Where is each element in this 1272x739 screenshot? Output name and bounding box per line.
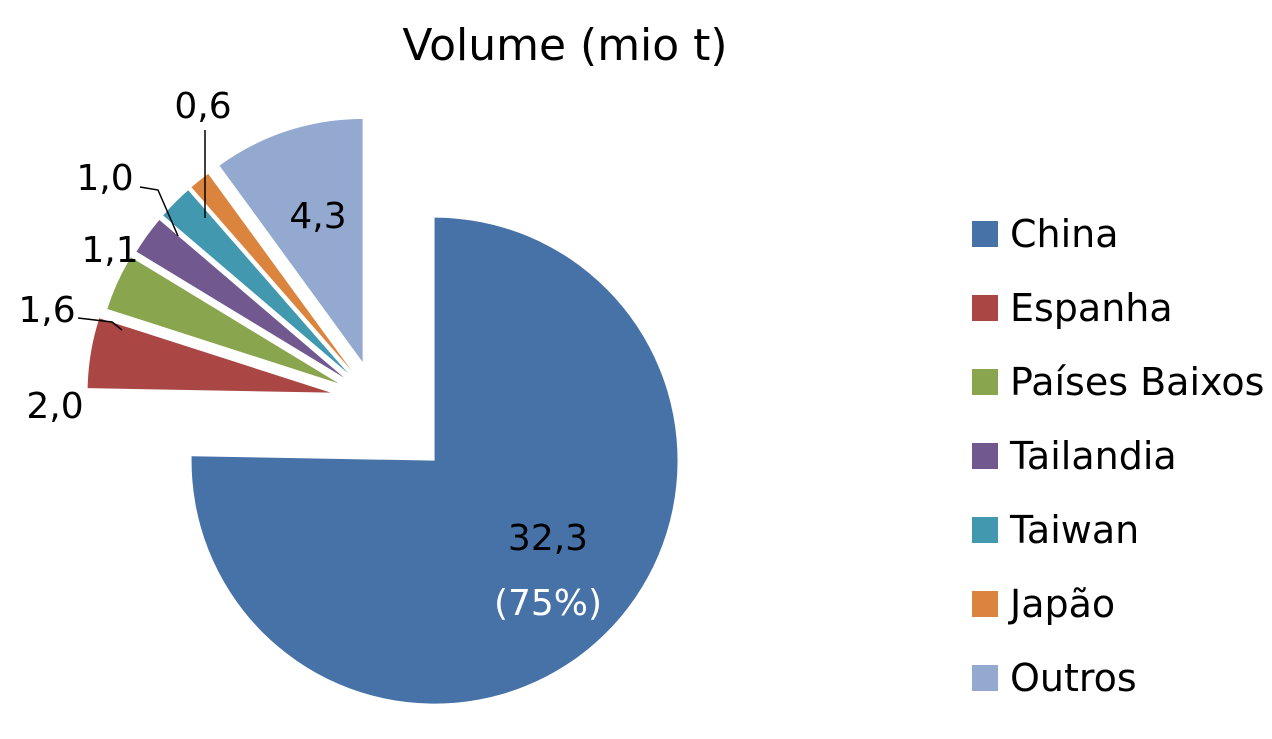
data-label: 4,3 [289, 196, 346, 237]
legend-swatch [972, 591, 998, 617]
legend-swatch [972, 443, 998, 469]
legend-label: Taiwan [1009, 508, 1139, 552]
pie-slice-tailandia [136, 219, 345, 378]
pie-slice-outros [219, 118, 363, 362]
data-sublabel: (75%) [494, 583, 602, 624]
legend-swatch [972, 295, 998, 321]
leader-line [139, 186, 179, 237]
pie-slice-países-baixos [107, 257, 339, 384]
data-label: 2,0 [26, 386, 83, 427]
chart-title: Volume (mio t) [402, 20, 727, 71]
pie-slice-espanha [87, 318, 331, 393]
pie-slice-japão [191, 173, 352, 371]
data-label: 0,6 [174, 86, 231, 127]
legend-label: China [1010, 212, 1119, 256]
legend-label: Outros [1010, 656, 1137, 700]
pie-slices [87, 118, 678, 704]
legend-swatch [972, 369, 998, 395]
legend: China Espanha Países Baixos Tailandia Taiwan… [972, 212, 1264, 700]
legend-swatch [972, 517, 998, 543]
legend-swatch [972, 221, 998, 247]
leader-line [77, 317, 123, 331]
data-label: 1,1 [81, 230, 138, 271]
data-labels: 32,3 (75%) 2,0 1,61,1 1,0 0,6 4,3 [18, 86, 602, 624]
data-label: 1,0 [76, 158, 133, 199]
legend-label: Espanha [1010, 286, 1173, 330]
pie-slice-taiwan [163, 190, 348, 374]
legend-label: Japão [1008, 582, 1115, 626]
legend-label: Tailandia [1009, 434, 1177, 478]
legend-swatch [972, 665, 998, 691]
legend-label: Países Baixos [1010, 360, 1264, 404]
data-label: 32,3 [508, 518, 588, 559]
pie-slice-china [191, 217, 678, 704]
data-label: 1,6 [18, 290, 75, 331]
